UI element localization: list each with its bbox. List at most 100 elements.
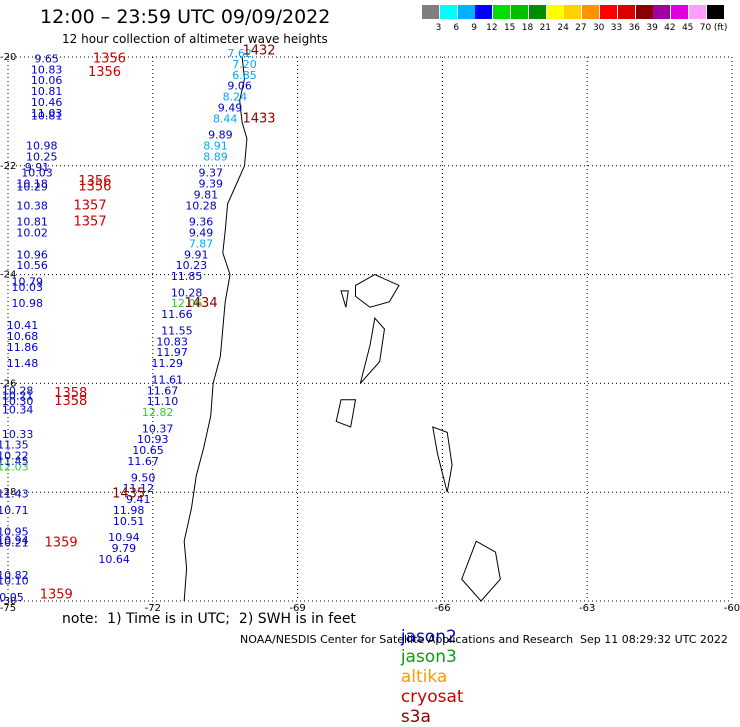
wave-height-label: 8.89 — [203, 150, 228, 163]
wave-height-label: 10.25 — [26, 150, 58, 163]
legend-swatch — [617, 5, 635, 19]
wave-height-label: 9.50 — [131, 471, 156, 484]
wave-height-label: 11.85 — [171, 270, 203, 283]
sat-cryosat: cryosat — [400, 687, 464, 707]
wave-height-label: 12.06 — [171, 297, 203, 310]
legend-label: 42 — [664, 23, 676, 33]
wave-height-label: 12.82 — [142, 406, 174, 419]
lat-tick-label: -28 — [0, 487, 16, 498]
legend-label: 36 — [628, 23, 641, 33]
wave-height-label: 10.05 — [0, 591, 24, 604]
wave-height-label: 10.22 — [0, 450, 29, 463]
wave-height-label: 11.66 — [161, 308, 193, 321]
wave-height-label: 11.45 — [0, 455, 29, 468]
legend-swatch — [582, 5, 600, 19]
legend-label: 6 — [453, 23, 460, 33]
pass-time-label: 1356 — [78, 174, 111, 189]
legend-label: 12 — [486, 23, 498, 33]
legend-label: 45 — [681, 23, 694, 33]
wave-height-label: 9.81 — [194, 188, 219, 201]
wave-height-label: 10.81 — [16, 216, 48, 229]
wave-height-label: 11.97 — [156, 346, 188, 359]
wave-height-label: 9.65 — [34, 52, 59, 65]
pass-time-label: 1357 — [74, 198, 107, 213]
wave-height-label: 10.03 — [12, 281, 44, 294]
legend-swatch — [706, 5, 724, 19]
sat-jason2: jason2 — [400, 627, 457, 647]
wave-height-label: 10.28 — [2, 384, 34, 397]
wave-height-label: 10.96 — [16, 248, 48, 261]
wave-height-label: 10.98 — [12, 297, 44, 310]
wave-height-label: 9.49 — [218, 101, 243, 114]
legend-swatch — [439, 5, 457, 19]
wave-height-label: 8.24 — [223, 91, 248, 104]
wave-height-label: 10.29 — [16, 180, 48, 193]
pass-time-label: 1433 — [242, 111, 275, 126]
legend-swatch — [457, 5, 475, 19]
coastline — [183, 56, 248, 602]
lon-tick-label: -63 — [579, 603, 595, 614]
wave-height-label: 11.35 — [0, 439, 29, 452]
wave-height-label: 10.06 — [31, 74, 63, 87]
wave-height-label: 10.65 — [132, 444, 164, 457]
wave-height-label: 7.20 — [232, 58, 257, 71]
wave-height-label: 11.43 — [0, 488, 29, 501]
lat-tick-label: -26 — [0, 378, 16, 389]
pass-time-label: 1358 — [54, 386, 87, 401]
legend-label: 3 — [435, 23, 442, 33]
wave-height-label: 10.82 — [0, 569, 29, 582]
legend-swatch — [422, 5, 439, 19]
wave-height-label: 8.44 — [213, 112, 238, 125]
salt-lake-outline — [461, 540, 501, 602]
pass-time-label: 1358 — [54, 394, 87, 409]
lon-tick-label: -72 — [145, 603, 161, 614]
wave-height-label: 10.51 — [113, 515, 145, 528]
wave-height-label: 10.28 — [185, 199, 217, 212]
pass-time-label: 1356 — [93, 51, 126, 66]
wave-height-label: 7.62 — [227, 47, 252, 60]
pass-time-label: 1432 — [242, 43, 275, 58]
wave-height-label: 10.81 — [31, 110, 63, 123]
wave-height-label: 8.91 — [203, 139, 228, 152]
wave-height-label: 10.18 — [16, 178, 48, 191]
wave-height-label: 10.83 — [31, 63, 63, 76]
lat-tick-label: -20 — [0, 52, 16, 63]
pass-time-label: 1434 — [185, 296, 218, 311]
wave-height-label: 10.68 — [7, 330, 39, 343]
legend-swatch — [600, 5, 617, 19]
wave-height-label: 10.56 — [16, 259, 48, 272]
legend-swatch — [689, 5, 706, 19]
legend-swatch — [635, 5, 653, 19]
wave-height-label: 10.10 — [0, 575, 29, 588]
wave-height-label: 10.34 — [2, 403, 34, 416]
wave-height-label: 7.87 — [189, 237, 214, 250]
wave-height-label: 9.91 — [184, 248, 209, 261]
legend-swatch — [528, 5, 546, 19]
lat-tick-label: -24 — [0, 270, 16, 281]
wave-height-label: 10.21 — [0, 537, 29, 550]
wave-height-label: 9.79 — [112, 542, 137, 555]
wave-height-label: 9.49 — [189, 227, 214, 240]
lon-tick-label: -60 — [724, 603, 740, 614]
satellite-legend: jason2 jason3 altika cryosat s3a — [390, 607, 464, 727]
salt-lake-outline — [355, 274, 400, 308]
pass-time-label: 1357 — [74, 215, 107, 230]
wave-height-label: 9.91 — [25, 161, 50, 174]
wave-height-label: 10.38 — [16, 199, 48, 212]
lon-tick-label: -66 — [434, 603, 450, 614]
wave-height-label: 11.61 — [152, 373, 184, 386]
wave-height-label: 10.30 — [2, 395, 34, 408]
legend-swatch — [475, 5, 493, 19]
wave-height-label: 11.67 — [127, 455, 159, 468]
salt-lake-outline — [335, 399, 357, 428]
legend-swatch — [493, 5, 511, 19]
wave-height-label: 10.98 — [26, 139, 58, 152]
wave-height-label: 10.21 — [2, 390, 34, 403]
legend-label: 18 — [521, 23, 534, 33]
pass-time-label: 1435 — [112, 487, 145, 502]
wave-height-label: 10.33 — [2, 428, 34, 441]
wave-height-label: 9.36 — [189, 216, 214, 229]
lon-tick-label: -75 — [0, 603, 16, 614]
footer-note: note: 1) Time is in UTC; 2) SWH is in fe… — [62, 611, 356, 627]
legend-label: 15 — [503, 23, 516, 33]
